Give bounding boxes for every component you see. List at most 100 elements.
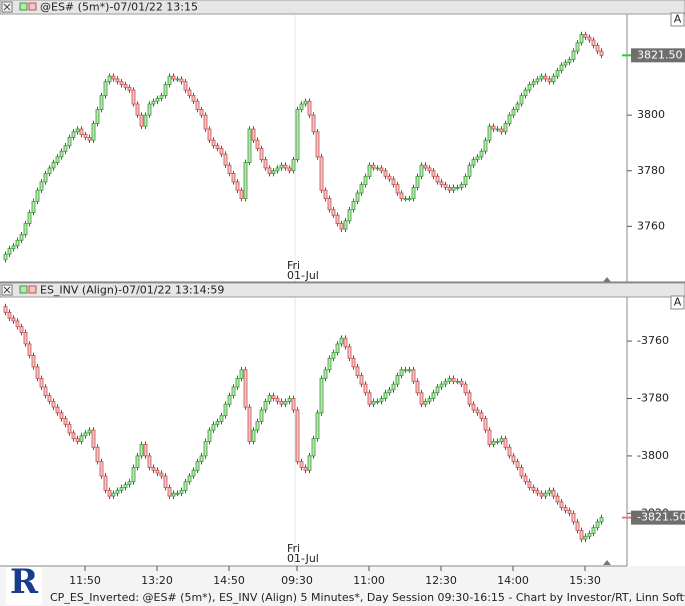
candle-body (427, 398, 432, 402)
candle-body (271, 170, 276, 174)
candle-body (403, 369, 408, 372)
candle-body (215, 421, 220, 425)
candle-body (299, 103, 304, 110)
candle-body (467, 392, 472, 405)
candle-body (3, 253, 8, 261)
candle-body (507, 446, 512, 457)
candle-body (463, 383, 468, 394)
scale-button[interactable] (670, 295, 685, 310)
scale-button-label: A (674, 296, 682, 309)
candle-body (275, 398, 280, 402)
candle-body (263, 400, 268, 411)
candle-body (307, 455, 312, 471)
candle-body (523, 89, 528, 97)
candle-body (15, 239, 20, 247)
candle-body (579, 530, 584, 540)
candle-body (455, 187, 460, 189)
candle-body (167, 75, 172, 85)
candle-body (447, 187, 452, 191)
candle-body (351, 357, 356, 368)
candle-body (335, 343, 340, 353)
candle-body (535, 489, 540, 494)
candle-body (555, 495, 560, 503)
candle-body (11, 317, 16, 322)
candle-body (483, 139, 488, 152)
scale-button-label: A (674, 13, 682, 26)
last-price-label: -3821.50 (637, 511, 685, 524)
candle-body (291, 159, 296, 172)
candle-body (143, 114, 148, 127)
candle-body (479, 150, 484, 158)
x-tick-label: 14:50 (213, 574, 245, 587)
candle-body (451, 377, 456, 382)
candle-body (155, 98, 160, 102)
scale-button[interactable] (670, 12, 685, 27)
candle-body (487, 429, 492, 445)
candle-body (75, 128, 80, 133)
candle-body (187, 475, 192, 483)
candle-body (431, 392, 436, 399)
logo: R (10, 562, 39, 602)
candle-body (195, 100, 200, 110)
candle-body (271, 395, 276, 399)
candle-body (287, 398, 292, 402)
candle-body (239, 189, 244, 199)
candle-body (515, 103, 520, 110)
candle-body (383, 392, 388, 399)
candle-body (59, 412, 64, 419)
candle-body (107, 489, 112, 497)
x-tick-label: 11:00 (353, 574, 385, 587)
candle-body (35, 189, 40, 202)
candle-body (283, 400, 288, 405)
candle-body (379, 167, 384, 172)
candle-body (259, 409, 264, 422)
candle-body (211, 423, 216, 431)
candle-body (495, 128, 500, 131)
candle-body (23, 223, 28, 236)
candle-body (387, 389, 392, 394)
candle-body (203, 441, 208, 457)
candle-body (91, 123, 96, 141)
candle-body (183, 81, 188, 91)
candle-body (551, 489, 556, 497)
candle-body (415, 175, 420, 188)
candle-body (591, 39, 596, 46)
candle-body (463, 175, 468, 186)
candle-body (307, 100, 312, 116)
candle-body (79, 435, 84, 442)
last-price-box (631, 510, 685, 525)
candle-body (19, 234, 24, 241)
candle-body (595, 45, 600, 52)
candle-body (111, 492, 116, 497)
candle-body (139, 114, 144, 127)
candle-body (7, 311, 12, 319)
candle-body (551, 75, 556, 83)
candle-body (11, 245, 16, 250)
candle-body (195, 461, 200, 471)
candle-body (423, 400, 428, 405)
candle-body (303, 466, 308, 471)
up-swatch (19, 2, 28, 11)
candle-body (367, 392, 372, 405)
candle-body (315, 412, 320, 440)
candle-body (567, 59, 572, 63)
candle-body (359, 375, 364, 385)
candle-body (331, 352, 336, 359)
candle-body (447, 377, 452, 382)
candle-body (435, 386, 440, 394)
candle-body (415, 380, 420, 394)
candle-body (579, 34, 584, 44)
up-swatch (19, 285, 28, 294)
candle-body (499, 438, 504, 442)
candle-body (299, 461, 304, 468)
candle-body (83, 432, 88, 437)
candle-body (347, 209, 352, 222)
candle-body (539, 75, 544, 80)
candle-body (423, 164, 428, 169)
candle-body (339, 223, 344, 230)
candle-body (311, 438, 316, 457)
candle-body (31, 200, 36, 213)
candle-body (419, 164, 424, 177)
